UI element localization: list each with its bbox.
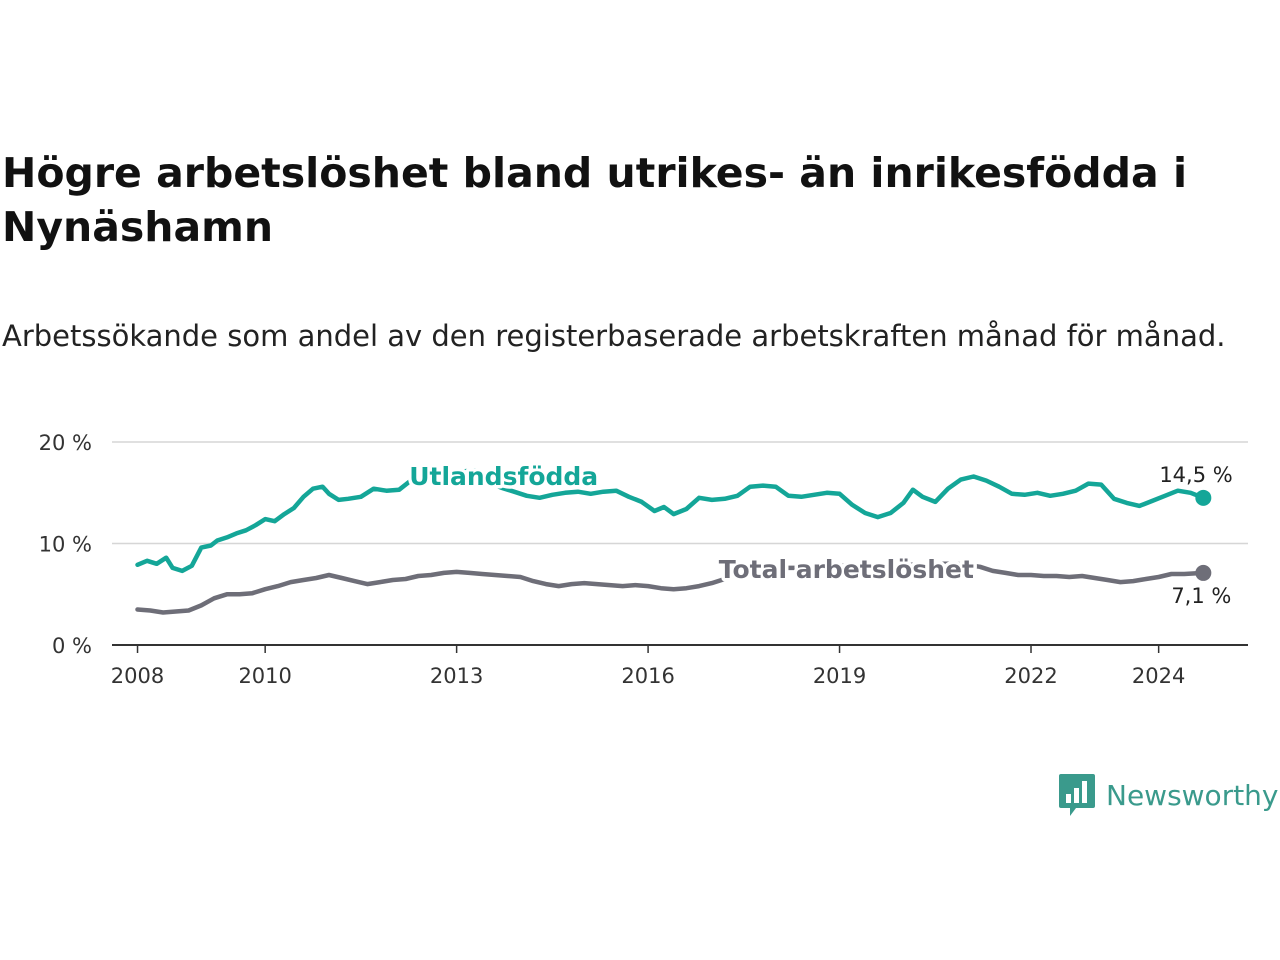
x-tick-label: 2008 (111, 664, 164, 688)
series-line-total (135, 561, 1206, 615)
brand-name: Newsworthy (1106, 778, 1279, 812)
end-label-total: 7,1 % (1171, 584, 1231, 608)
x-axis: 2008 2010 2013 2016 2019 2022 2024 (111, 644, 1248, 688)
series-line-utlandsfodda (135, 468, 1206, 574)
x-tick-label: 2019 (813, 664, 866, 688)
series-lines (135, 468, 1212, 615)
x-tick-label: 2013 (430, 664, 483, 688)
y-tick-label: 10 % (39, 533, 92, 557)
series-labels: 14,5 % 7,1 % Utlandsfödda Total arbetslöshe… (406, 459, 1233, 608)
chart-title: Högre arbetslöshet bland utrikes- än inr… (2, 149, 1187, 251)
end-point-utlandsfodda (1195, 489, 1212, 506)
end-label-utlandsfodda: 14,5 % (1159, 463, 1232, 487)
grid-lines (112, 441, 1248, 545)
bar-chart-bubble-icon (1059, 774, 1095, 816)
newsworthy-logo[interactable]: Newsworthy (1058, 772, 1279, 818)
x-tick-label: 2016 (621, 664, 674, 688)
y-tick-label: 20 % (39, 431, 92, 455)
x-tick-label: 2022 (1004, 664, 1057, 688)
series-label-total: Total arbetslöshet (719, 555, 974, 584)
x-tick-label: 2010 (238, 664, 291, 688)
chart-subtitle: Arbetssökande som andel av den registerb… (2, 319, 1226, 353)
x-tick-label: 2024 (1132, 664, 1185, 688)
series-label-utlandsfodda: Utlandsfödda (409, 462, 598, 491)
y-tick-label: 0 % (52, 634, 92, 658)
end-point-total (1195, 564, 1212, 581)
y-axis-ticks: 0 % 10 % 20 % (39, 431, 92, 658)
